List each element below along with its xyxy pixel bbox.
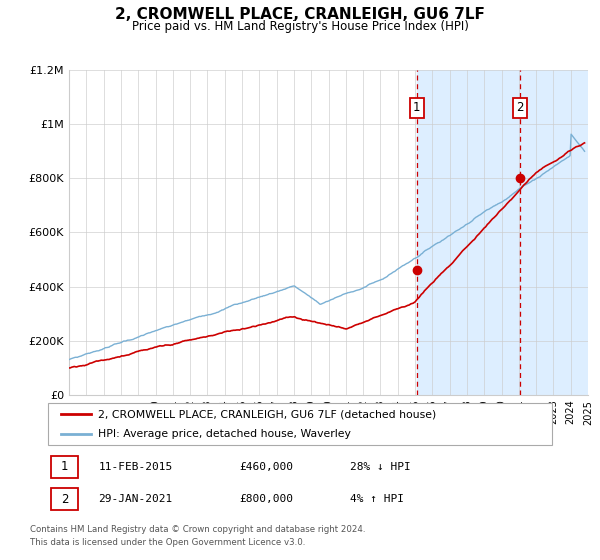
FancyBboxPatch shape bbox=[48, 403, 552, 445]
FancyBboxPatch shape bbox=[50, 488, 78, 510]
Text: 4% ↑ HPI: 4% ↑ HPI bbox=[350, 494, 404, 504]
Text: 28% ↓ HPI: 28% ↓ HPI bbox=[350, 462, 411, 472]
Text: £460,000: £460,000 bbox=[239, 462, 293, 472]
Text: Contains HM Land Registry data © Crown copyright and database right 2024.: Contains HM Land Registry data © Crown c… bbox=[30, 525, 365, 534]
Text: 2, CROMWELL PLACE, CRANLEIGH, GU6 7LF (detached house): 2, CROMWELL PLACE, CRANLEIGH, GU6 7LF (d… bbox=[98, 409, 437, 419]
FancyBboxPatch shape bbox=[50, 456, 78, 478]
Text: 2: 2 bbox=[517, 101, 524, 114]
Bar bbox=[417, 70, 596, 395]
Text: Price paid vs. HM Land Registry's House Price Index (HPI): Price paid vs. HM Land Registry's House … bbox=[131, 20, 469, 32]
Text: 1: 1 bbox=[413, 101, 421, 114]
Text: 2: 2 bbox=[61, 493, 68, 506]
Text: 2, CROMWELL PLACE, CRANLEIGH, GU6 7LF: 2, CROMWELL PLACE, CRANLEIGH, GU6 7LF bbox=[115, 7, 485, 22]
Text: 1: 1 bbox=[61, 460, 68, 473]
Text: £800,000: £800,000 bbox=[239, 494, 293, 504]
Text: 11-FEB-2015: 11-FEB-2015 bbox=[98, 462, 173, 472]
Text: HPI: Average price, detached house, Waverley: HPI: Average price, detached house, Wave… bbox=[98, 430, 351, 439]
Text: 29-JAN-2021: 29-JAN-2021 bbox=[98, 494, 173, 504]
Text: This data is licensed under the Open Government Licence v3.0.: This data is licensed under the Open Gov… bbox=[30, 538, 305, 547]
